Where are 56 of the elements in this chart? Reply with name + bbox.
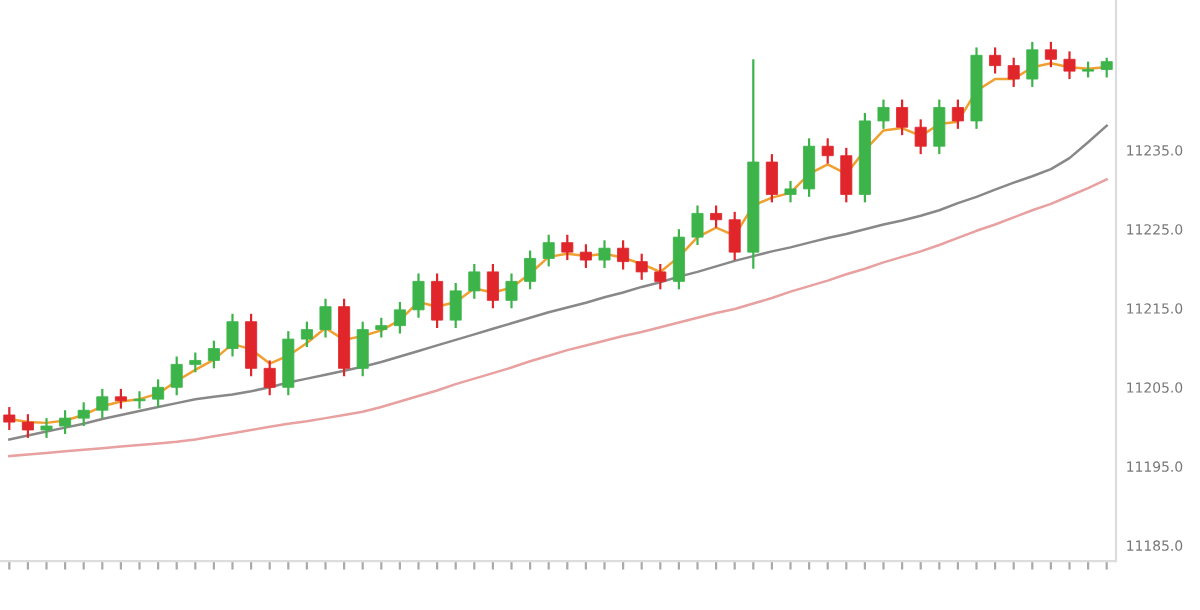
candlestick	[59, 409, 72, 436]
candlestick	[189, 351, 202, 374]
candlestick	[654, 262, 667, 291]
candlestick	[1026, 40, 1039, 89]
candlestick	[524, 249, 537, 291]
candlestick	[300, 320, 313, 349]
candlestick	[1007, 56, 1020, 89]
candlestick	[152, 378, 165, 409]
candlestick	[170, 355, 183, 397]
candlestick	[319, 297, 332, 339]
candlestick	[468, 262, 481, 300]
candlestick	[263, 359, 276, 397]
candlestick	[226, 312, 239, 358]
candlestick	[114, 387, 127, 410]
candlestick	[635, 252, 648, 281]
candlestick	[542, 233, 555, 268]
candlestick	[672, 228, 685, 291]
candlestick	[3, 405, 16, 432]
candlestick	[393, 300, 406, 335]
candlestick	[375, 316, 388, 339]
candlestick	[561, 233, 574, 262]
candlestick	[412, 272, 425, 319]
candlestick	[914, 118, 927, 156]
candlestick	[505, 272, 518, 310]
candlestick	[1044, 40, 1057, 69]
candlestick	[245, 312, 258, 378]
candlestick	[579, 243, 592, 270]
candlestick	[96, 387, 109, 420]
candlestick	[77, 401, 90, 428]
candlestick	[765, 153, 778, 204]
candlestick	[617, 239, 630, 271]
line-series	[8, 178, 1108, 458]
candlestick	[821, 137, 834, 165]
candlestick	[691, 204, 704, 247]
candlestick	[21, 413, 34, 439]
candlestick	[877, 98, 890, 130]
candlestick	[598, 239, 611, 270]
candlestick	[896, 98, 909, 137]
candlestick	[803, 137, 816, 198]
candlestick	[133, 390, 146, 410]
candlestick	[784, 179, 797, 204]
candlestick	[840, 146, 853, 204]
candlestick	[449, 281, 462, 330]
candlestick	[40, 417, 53, 439]
line-series	[8, 124, 1108, 441]
candlestick	[710, 204, 723, 229]
candlestick	[356, 320, 369, 378]
candlestick	[1100, 56, 1113, 79]
candlestick	[989, 46, 1002, 75]
candlestick	[728, 210, 741, 262]
candlestick	[1063, 50, 1076, 81]
candlestick	[951, 98, 964, 130]
candlestick	[431, 272, 444, 330]
candlestick	[933, 98, 946, 156]
candlestick	[486, 262, 499, 310]
candlestick	[207, 339, 220, 370]
